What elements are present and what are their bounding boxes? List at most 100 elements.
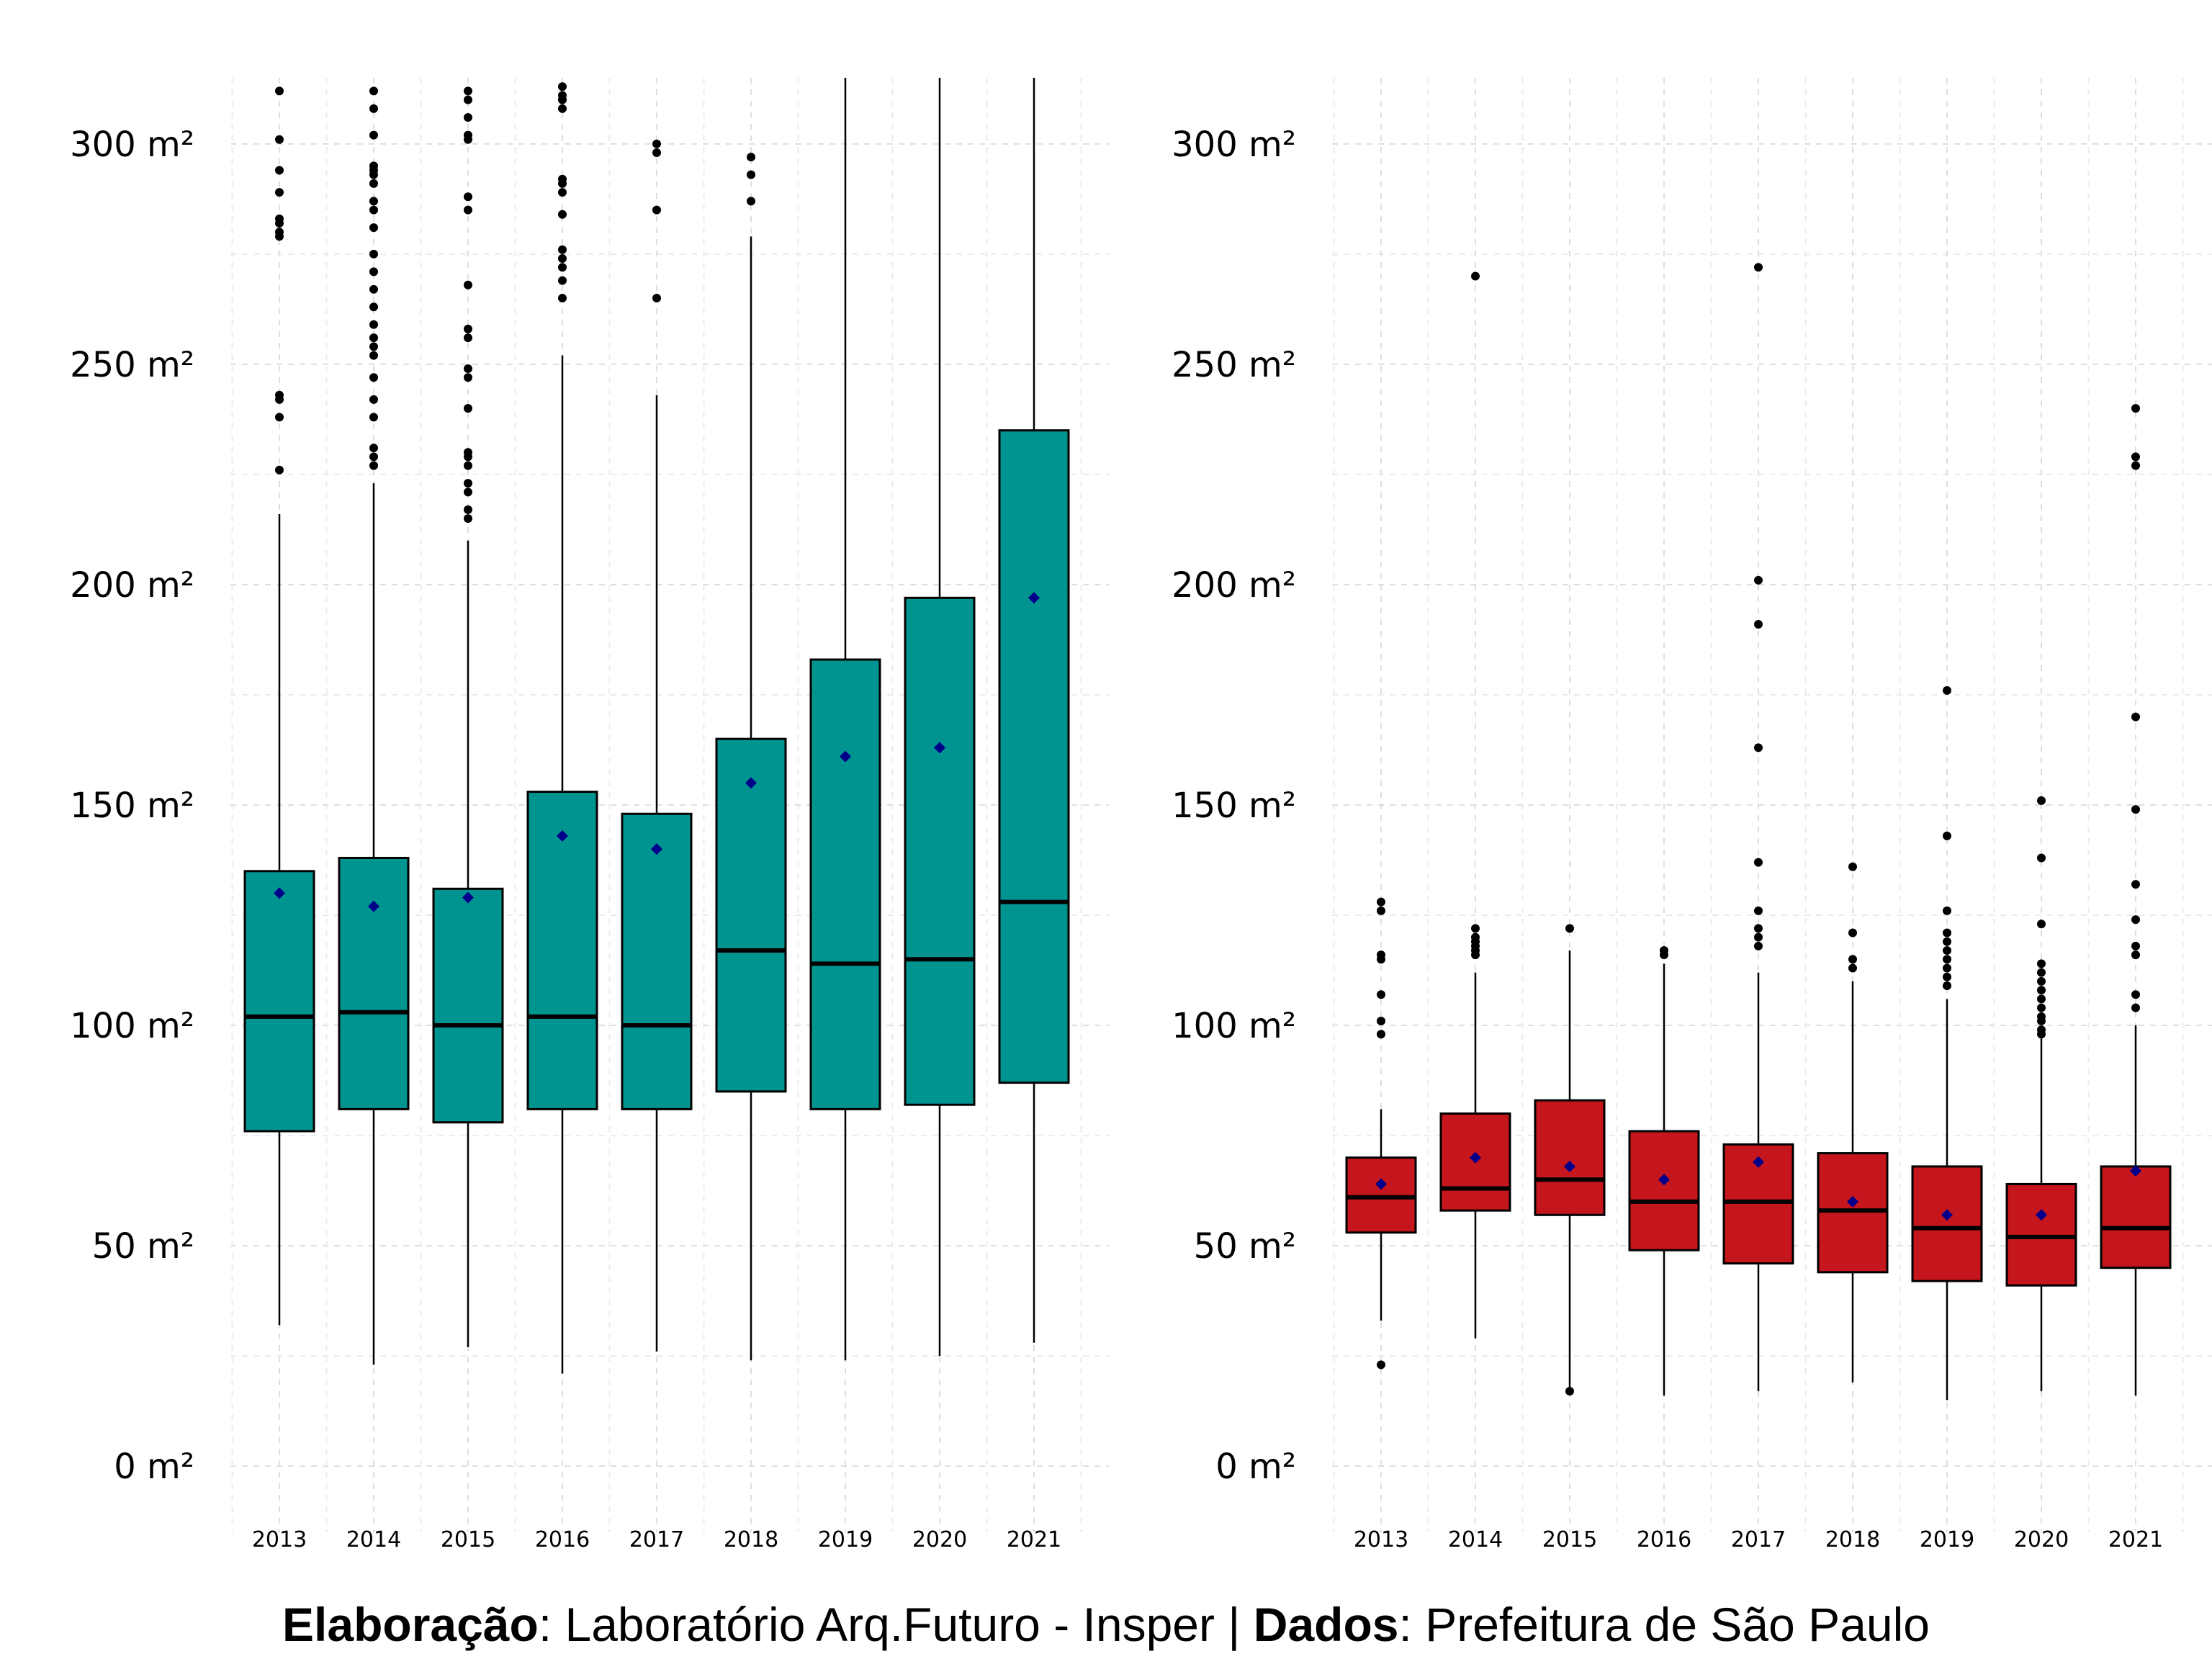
outlier-point xyxy=(464,404,472,413)
outlier-point xyxy=(2037,968,2046,977)
outlier-point xyxy=(369,197,378,206)
outlier-point xyxy=(369,333,378,343)
outlier-point xyxy=(747,197,755,206)
outlier-point xyxy=(2037,1025,2046,1035)
outlier-point xyxy=(747,153,755,162)
outlier-point xyxy=(369,395,378,404)
outlier-point xyxy=(1377,950,1385,960)
y-tick-label: 300 m² xyxy=(1172,125,1296,165)
outlier-point xyxy=(369,320,378,329)
outlier-point xyxy=(652,139,661,148)
x-tick-label: 2015 xyxy=(441,1527,495,1552)
outlier-point xyxy=(275,86,284,96)
mean-marker xyxy=(1941,1209,1953,1221)
mean-marker xyxy=(557,830,568,842)
outlier-point xyxy=(1377,906,1385,915)
outlier-point xyxy=(1943,937,1951,946)
outlier-point xyxy=(2037,853,2046,863)
y-tick-label: 50 m² xyxy=(92,1226,194,1267)
outlier-point xyxy=(652,205,661,215)
outlier-point xyxy=(652,294,661,303)
outlier-point xyxy=(1943,928,1951,938)
box-2015 xyxy=(1534,1099,1606,1216)
outlier-point xyxy=(1848,955,1857,964)
mean-marker xyxy=(462,891,474,904)
box-2015 xyxy=(432,887,504,1124)
mean-marker xyxy=(274,887,285,899)
outlier-point xyxy=(275,413,284,422)
outlier-point xyxy=(464,86,472,96)
outlier-point xyxy=(369,205,378,215)
x-tick-label: 2021 xyxy=(2108,1527,2163,1552)
box-2018 xyxy=(715,737,787,1093)
outlier-point xyxy=(275,135,284,144)
outlier-point xyxy=(2037,959,2046,968)
y-tick-label: 250 m² xyxy=(70,345,194,385)
x-tick-label: 2016 xyxy=(1637,1527,1691,1552)
mean-marker xyxy=(1028,592,1040,604)
outlier-point xyxy=(1565,1387,1574,1396)
y-tick-label: 50 m² xyxy=(1194,1226,1296,1267)
box-2017 xyxy=(621,812,693,1110)
outlier-point xyxy=(558,245,567,254)
x-tick-label: 2017 xyxy=(629,1527,684,1552)
outlier-point xyxy=(2131,941,2140,950)
outlier-point xyxy=(1943,972,1951,981)
outlier-point xyxy=(369,104,378,113)
outlier-point xyxy=(1660,946,1668,955)
y-tick-label: 100 m² xyxy=(70,1006,194,1046)
outlier-point xyxy=(2037,976,2046,986)
box-2019 xyxy=(809,658,881,1110)
outlier-point xyxy=(2037,1012,2046,1021)
mean-marker xyxy=(651,843,662,855)
x-tick-label: 2018 xyxy=(724,1527,778,1552)
y-tick-label: 300 m² xyxy=(70,125,194,165)
box-2018 xyxy=(1817,1152,1889,1274)
outlier-point xyxy=(1377,1016,1385,1025)
outlier-point xyxy=(1943,831,1951,840)
outlier-point xyxy=(2131,805,2140,814)
box-2016 xyxy=(1628,1130,1700,1251)
box-2014 xyxy=(338,856,410,1110)
outlier-point xyxy=(1943,981,1951,990)
caption-elaboracao-label: Elaboração xyxy=(282,1598,539,1651)
outlier-point xyxy=(2037,986,2046,995)
outlier-point xyxy=(2037,1003,2046,1012)
outlier-point xyxy=(558,294,567,303)
outlier-point xyxy=(464,487,472,497)
outlier-point xyxy=(464,461,472,470)
outlier-point xyxy=(1943,685,1951,695)
outlier-point xyxy=(369,461,378,470)
outlier-point xyxy=(464,364,472,373)
y-tick-label: 150 m² xyxy=(1172,786,1296,826)
box-2020 xyxy=(2005,1182,2077,1287)
outlier-point xyxy=(275,188,284,197)
outlier-point xyxy=(464,324,472,333)
mean-marker xyxy=(368,900,379,912)
outlier-point xyxy=(1754,620,1763,629)
outlier-point xyxy=(2131,950,2140,960)
outlier-point xyxy=(558,82,567,91)
outlier-point xyxy=(1754,906,1763,915)
outlier-point xyxy=(464,95,472,104)
x-tick-label: 2013 xyxy=(252,1527,307,1552)
mean-marker xyxy=(1375,1178,1387,1190)
outlier-point xyxy=(558,253,567,263)
outlier-point xyxy=(558,188,567,197)
outlier-point xyxy=(369,249,378,258)
y-tick-label: 200 m² xyxy=(70,565,194,606)
y-tick-label: 0 m² xyxy=(114,1447,194,1487)
outlier-point xyxy=(1943,955,1951,964)
outlier-point xyxy=(369,284,378,294)
mean-marker xyxy=(1753,1156,1764,1168)
outlier-point xyxy=(2131,990,2140,999)
x-tick-label: 2019 xyxy=(818,1527,873,1552)
x-tick-label: 2019 xyxy=(1920,1527,1974,1552)
mean-marker xyxy=(840,750,851,763)
outlier-point xyxy=(464,192,472,202)
x-tick-label: 2017 xyxy=(1731,1527,1786,1552)
mean-marker xyxy=(1470,1151,1481,1164)
mean-marker xyxy=(934,742,945,754)
caption-dados-value: : Prefeitura de São Paulo xyxy=(1398,1598,1930,1651)
